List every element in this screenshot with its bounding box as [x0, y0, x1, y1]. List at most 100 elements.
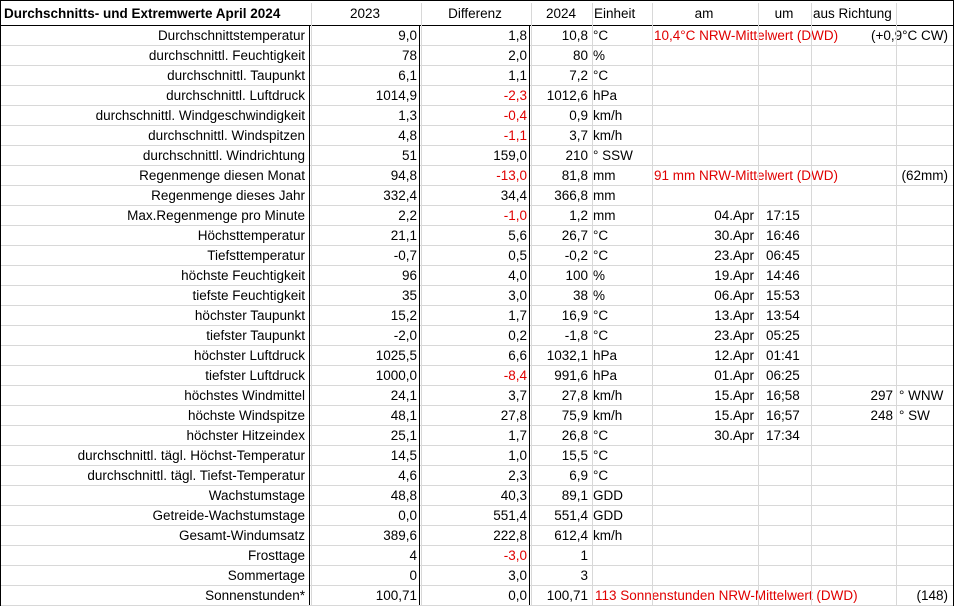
table-row: durchschnittl. Taupunkt 6,1 1,1 7,2 °C	[1, 66, 953, 86]
row-label: Max.Regenmenge pro Minute	[127, 208, 305, 223]
value-2024: 210	[565, 148, 588, 163]
value-2023: 0	[409, 568, 417, 583]
row-label: Sommertage	[227, 568, 305, 583]
table-row: durchschnittl. tägl. Tiefst-Temperatur 4,…	[1, 466, 953, 486]
value-differenz: 1,7	[508, 308, 527, 323]
row-label: Durchschnittstemperatur	[157, 28, 305, 43]
value-differenz: -13,0	[496, 168, 527, 183]
value-2024: 16,9	[561, 308, 588, 323]
grid-line	[1, 285, 953, 286]
table-row: höchste Feuchtigkeit 96 4,0 100% 19.Apr 14:46	[1, 266, 953, 286]
grid-line	[1, 345, 953, 346]
unit-cell: %	[593, 268, 606, 283]
time-cell: 17:15	[766, 208, 800, 223]
row-label: höchste Feuchtigkeit	[181, 268, 305, 283]
value-differenz: 5,6	[508, 228, 527, 243]
unit-cell: °C	[593, 68, 609, 83]
table-row: Getreide-Wachstumstage 0,0 551,4 551,4 GDD	[1, 506, 953, 526]
table-row: Frosttage 4 -3,0 1	[1, 546, 953, 566]
unit-cell: ° SSW	[593, 148, 633, 163]
unit-cell: km/h	[593, 128, 623, 143]
row-label: durchschnittl. Luftdruck	[166, 88, 305, 103]
table-row: Regenmenge dieses Jahr 332,4 34,4 366,8 mm	[1, 186, 953, 206]
column-border	[309, 25, 310, 605]
value-2024: 3,7	[569, 128, 588, 143]
grid-line	[1, 545, 953, 546]
note-text: 113 Sonnenstunden NRW-Mittelwert (DWD)	[595, 588, 858, 603]
value-2024: 366,8	[554, 188, 588, 203]
value-2024: 26,7	[561, 228, 588, 243]
direction-degrees: 297	[870, 388, 893, 403]
unit-cell: °C	[593, 428, 609, 443]
value-2024: 15,5	[561, 448, 588, 463]
grid-line	[652, 3, 653, 605]
note-extra: (+0,9°C CW)	[870, 28, 948, 43]
grid-line	[1, 265, 953, 266]
grid-line	[1, 305, 953, 306]
direction-label: ° SW	[899, 408, 930, 423]
time-cell: 01:41	[766, 348, 800, 363]
value-2023: 6,1	[398, 68, 417, 83]
column-header-2023: 2023	[349, 6, 381, 21]
value-2023: 24,1	[390, 388, 417, 403]
table-row: tiefste Feuchtigkeit 35 3,0 38% 06.Apr 15:53	[1, 286, 953, 306]
grid-line	[758, 3, 759, 605]
grid-line	[1, 585, 953, 586]
unit-cell	[592, 546, 653, 566]
value-differenz: 3,0	[508, 568, 527, 583]
value-differenz: 1,0	[508, 448, 527, 463]
value-2023: 1,3	[398, 108, 417, 123]
value-2024: 75,9	[561, 408, 588, 423]
row-label: Frosttage	[247, 548, 305, 563]
unit-cell: °C	[593, 28, 609, 43]
value-2024: 1,2	[569, 208, 588, 223]
value-2023: 0,0	[398, 508, 417, 523]
grid-line	[1, 425, 953, 426]
note-text: 91 mm NRW-Mittelwert (DWD)	[654, 168, 838, 183]
direction-degrees: 248	[870, 408, 893, 423]
table-row: höchster Hitzeindex 25,1 1,7 26,8 °C 30.Apr 17…	[1, 426, 953, 446]
column-border	[419, 25, 420, 605]
unit-cell: km/h	[593, 388, 623, 403]
time-cell: 13:54	[766, 308, 800, 323]
row-label: durchschnittl. Taupunkt	[167, 68, 305, 83]
column-header-um: um	[774, 6, 794, 21]
table-row: Höchsttemperatur 21,1 5,6 26,7 °C 30.Apr 16:46	[1, 226, 953, 246]
grid-line	[1, 205, 953, 206]
value-differenz: -8,4	[503, 368, 527, 383]
value-2023: 78	[401, 48, 417, 63]
value-differenz: 34,4	[500, 188, 527, 203]
row-label: durchschnittl. Windrichtung	[142, 148, 305, 163]
table-row: höchster Taupunkt 15,2 1,7 16,9 °C 13.Apr 13:5…	[1, 306, 953, 326]
row-label: durchschnittl. tägl. Tiefst-Temperatur	[87, 468, 305, 483]
table-row: durchschnittl. Windrichtung 51 159,0 210 ° S…	[1, 146, 953, 166]
value-2023: 15,2	[390, 308, 417, 323]
date-cell: 04.Apr	[714, 208, 754, 223]
value-2023: 1000,0	[375, 368, 417, 383]
table-row: durchschnittl. Windgeschwindigkeit 1,3 -0,…	[1, 106, 953, 126]
unit-cell: hPa	[593, 348, 618, 363]
value-2023: 35	[401, 288, 417, 303]
value-differenz: 2,0	[508, 48, 527, 63]
unit-cell: %	[593, 288, 606, 303]
grid-line	[896, 3, 897, 605]
grid-line	[1, 465, 953, 466]
value-differenz: 159,0	[493, 148, 527, 163]
header-row: Durchschnitts- und Extremwerte April 202…	[1, 3, 953, 26]
date-cell: 30.Apr	[714, 428, 754, 443]
time-cell: 16:46	[766, 228, 800, 243]
time-cell: 14:46	[766, 268, 800, 283]
grid-line	[1, 185, 953, 186]
value-2024: 1012,6	[546, 88, 588, 103]
row-label: durchschnittl. tägl. Höchst-Temperatur	[77, 448, 305, 463]
unit-cell: °C	[593, 248, 609, 263]
grid-line	[531, 3, 532, 605]
value-2024: 26,8	[561, 428, 588, 443]
row-label: durchschnittl. Windgeschwindigkeit	[95, 108, 305, 123]
value-differenz: 40,3	[500, 488, 527, 503]
table-row: tiefster Taupunkt -2,0 0,2 -1,8 °C 23.Apr 05:2…	[1, 326, 953, 346]
value-2024: 991,6	[554, 368, 588, 383]
grid-line	[1, 565, 953, 566]
row-label: durchschnittl. Windspitzen	[148, 128, 305, 143]
value-differenz: 551,4	[493, 508, 527, 523]
